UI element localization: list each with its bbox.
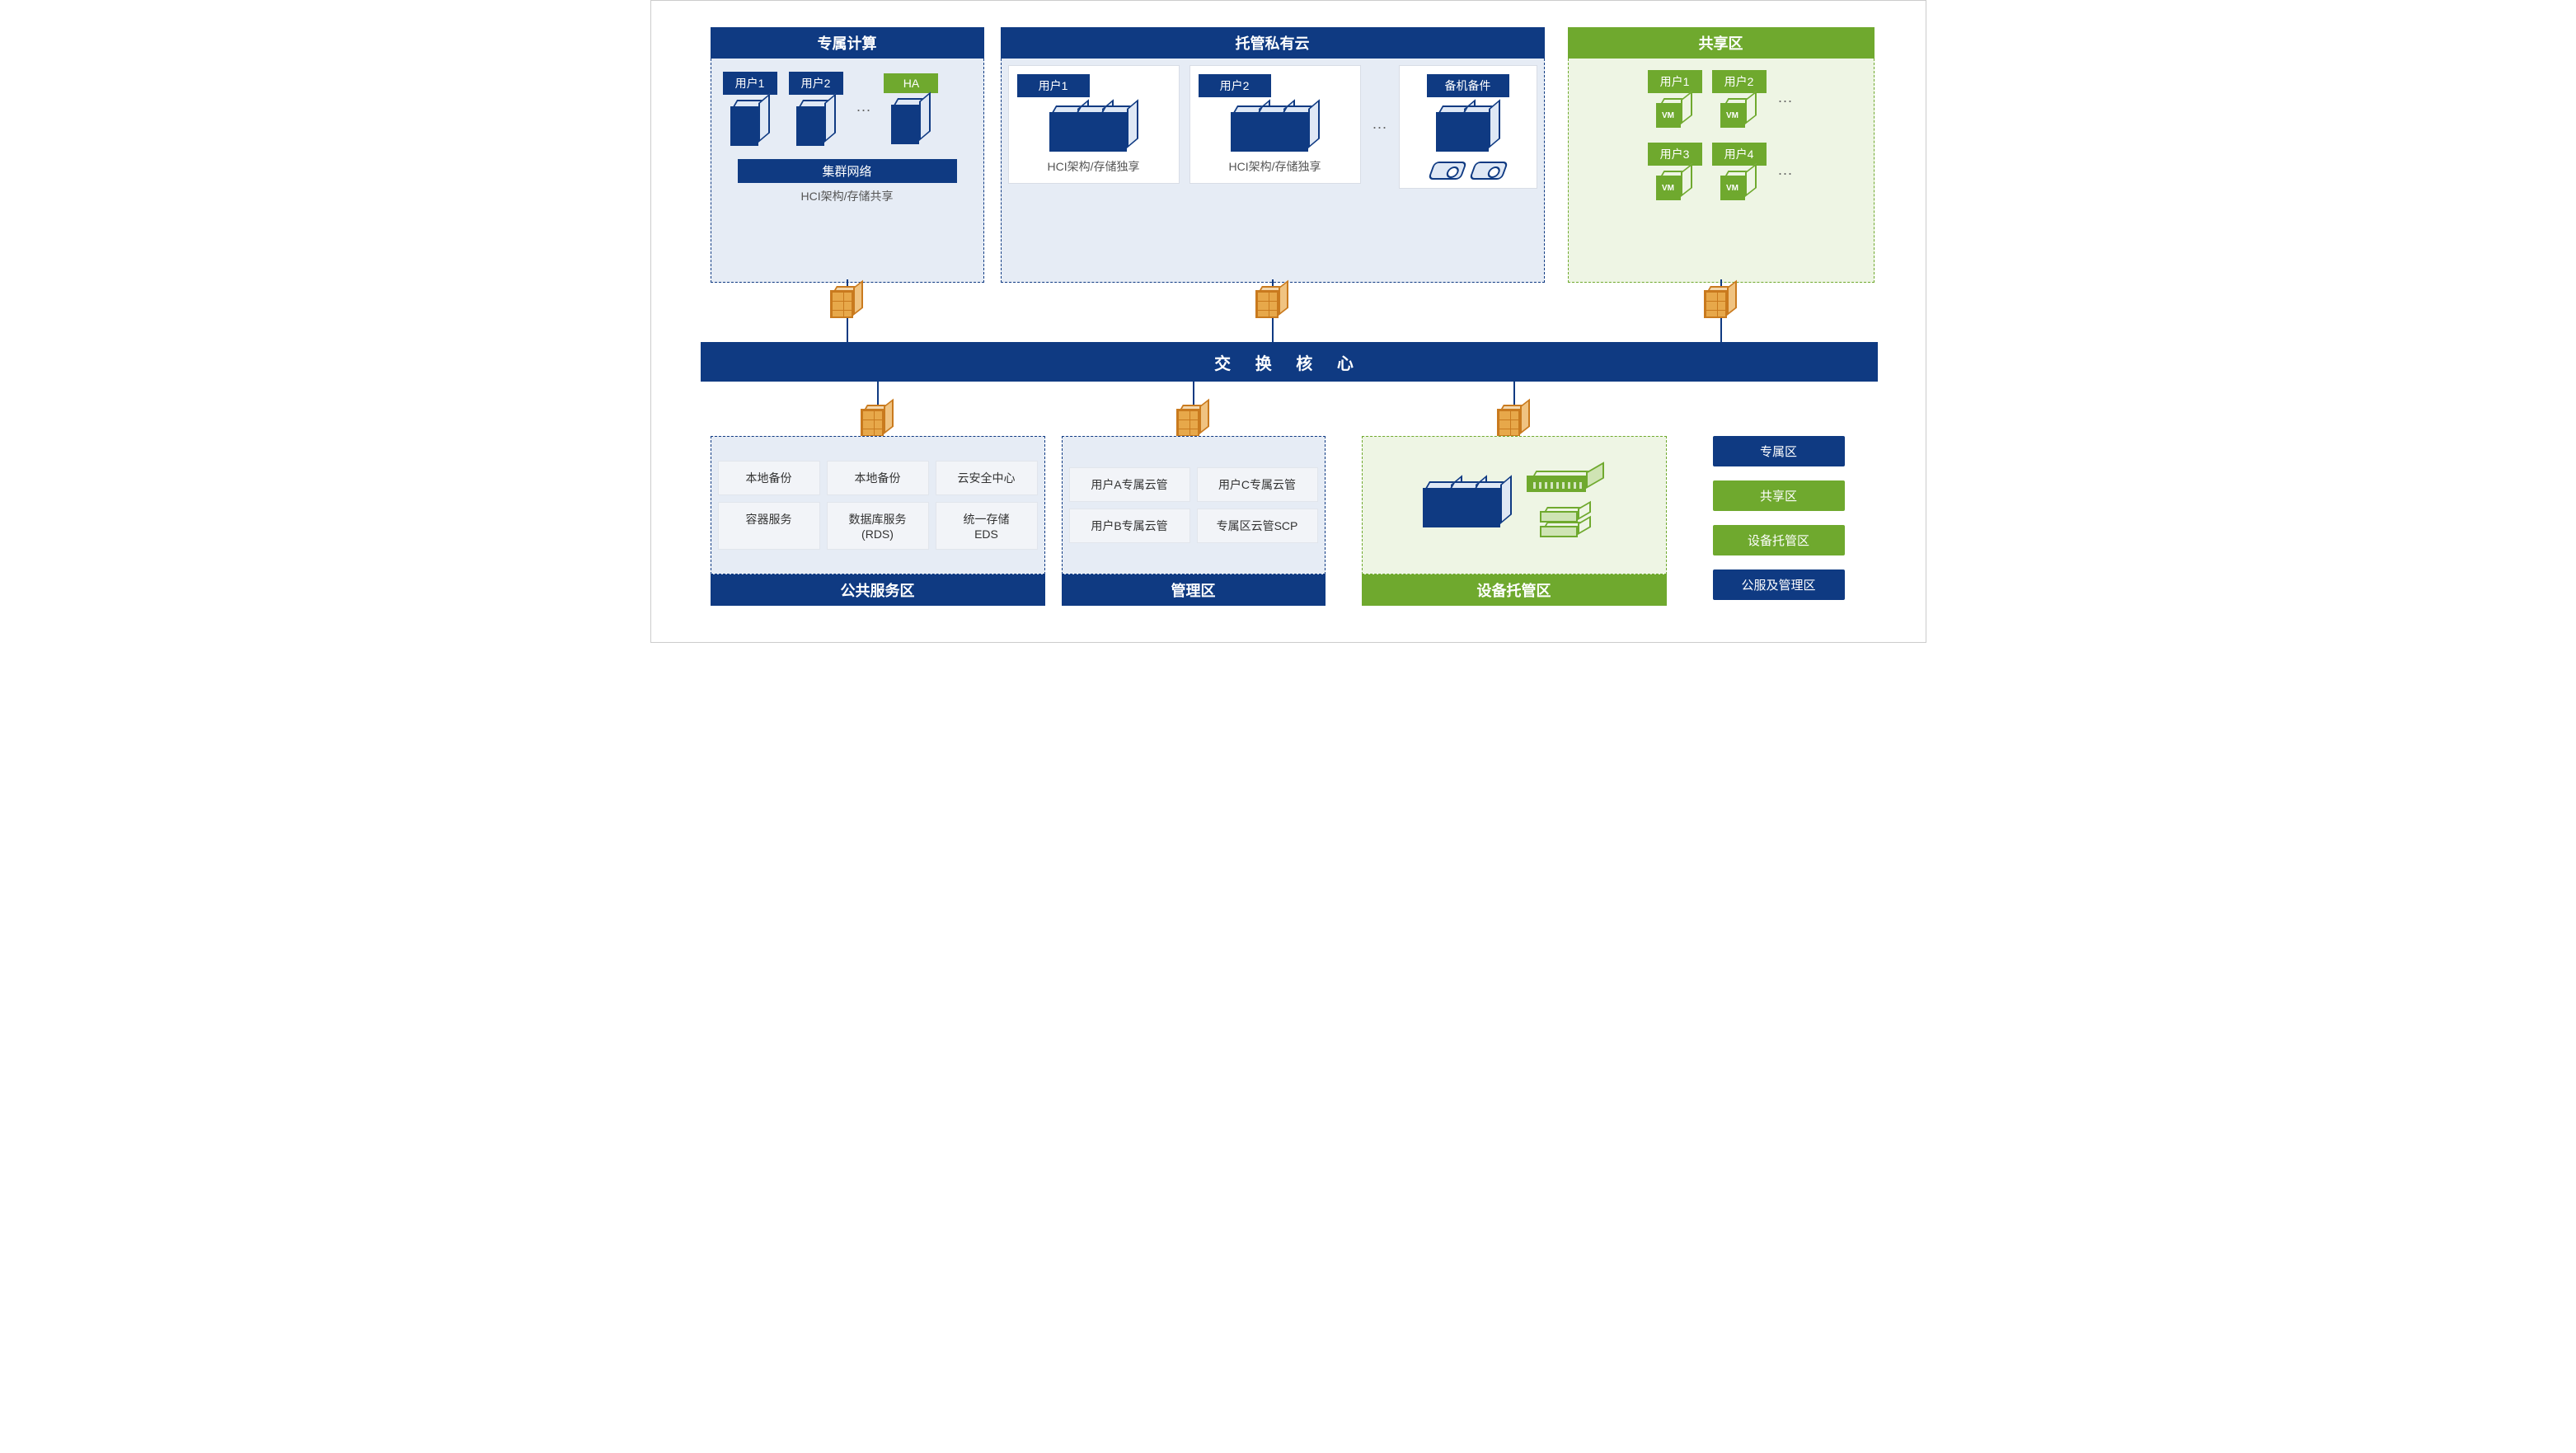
vm-icon: VM xyxy=(1720,171,1758,204)
vm-icon: VM xyxy=(1720,98,1758,131)
disk-icon xyxy=(1428,162,1467,180)
cluster-network-label: 集群网络 xyxy=(738,159,957,183)
ellipsis: ··· xyxy=(855,101,873,119)
zone-dedicated-compute: 专属计算 用户1 用户2 ··· HA 集群网络 HCI架构/存储 xyxy=(711,27,984,283)
switch-icon xyxy=(1527,471,1606,495)
vm-icon: VM xyxy=(1656,98,1694,131)
spare-parts: 备机备件 xyxy=(1399,65,1537,189)
dc-subtext: HCI架构/存储共享 xyxy=(738,183,957,204)
firewall-icon xyxy=(1255,286,1290,321)
diagram-canvas: 专属计算 用户1 用户2 ··· HA 集群网络 HCI架构/存储 xyxy=(650,0,1926,643)
server-icon xyxy=(1461,105,1500,153)
svc-cell: 本地备份 xyxy=(827,461,929,495)
mgmt-cell: 用户B专属云管 xyxy=(1069,509,1190,543)
firewall-icon xyxy=(830,286,865,321)
svc-cell: 云安全中心 xyxy=(936,461,1038,495)
zone-title: 设备托管区 xyxy=(1362,574,1667,606)
server-icon xyxy=(1472,481,1512,529)
firewall-icon xyxy=(1704,286,1738,321)
vm-icon: VM xyxy=(1656,171,1694,204)
zone-shared: 共享区 用户1 VM 用户2 VM ··· 用户3 VM 用户4 VM xyxy=(1568,27,1875,283)
svc-cell: 容器服务 xyxy=(718,502,820,550)
zone-title: 专属计算 xyxy=(711,27,984,59)
server-icon xyxy=(1280,105,1320,153)
tenant-2: 用户2 HCI架构/存储独享 xyxy=(1189,65,1361,184)
ellipsis: ··· xyxy=(1776,92,1795,110)
server-icon xyxy=(796,100,836,148)
vm-user4: 用户4 VM xyxy=(1712,143,1767,204)
zone-public-services: 本地备份 本地备份 云安全中心 容器服务 数据库服务 (RDS) 统一存储 ED… xyxy=(711,436,1045,606)
legend-item: 专属区 xyxy=(1713,436,1845,466)
disk-icon xyxy=(1469,162,1509,180)
server-icon xyxy=(1099,105,1138,153)
dc-ha: HA xyxy=(884,73,938,146)
zone-title: 管理区 xyxy=(1062,574,1326,606)
legend-item: 公服及管理区 xyxy=(1713,569,1845,600)
exchange-core-bar: 交 换 核 心 xyxy=(701,342,1878,382)
zone-title: 共享区 xyxy=(1568,27,1875,59)
svc-cell: 统一存储 EDS xyxy=(936,502,1038,550)
mgmt-cell: 用户A专属云管 xyxy=(1069,467,1190,502)
ellipsis: ··· xyxy=(1776,165,1795,182)
firewall-icon xyxy=(1497,405,1532,439)
dc-user1: 用户1 xyxy=(723,72,777,148)
zone-managed-private-cloud: 托管私有云 用户1 HCI架构/存储独享 用户2 xyxy=(1001,27,1545,283)
vm-user1: 用户1 VM xyxy=(1648,70,1702,131)
zone-colocation: 设备托管区 xyxy=(1362,436,1667,606)
legend-item: 共享区 xyxy=(1713,480,1845,511)
vm-user2: 用户2 VM xyxy=(1712,70,1767,131)
legend-item: 设备托管区 xyxy=(1713,525,1845,555)
zone-management: 用户A专属云管 用户C专属云管 用户B专属云管 专属区云管SCP 管理区 xyxy=(1062,436,1326,606)
mgmt-cell: 专属区云管SCP xyxy=(1197,509,1318,543)
ellipsis: ··· xyxy=(1371,119,1389,136)
dc-user2: 用户2 xyxy=(789,72,843,148)
tenant-1: 用户1 HCI架构/存储独享 xyxy=(1008,65,1180,184)
rack-icon xyxy=(1540,522,1593,540)
zone-title: 托管私有云 xyxy=(1001,27,1545,59)
server-icon xyxy=(730,100,770,148)
svc-cell: 数据库服务 (RDS) xyxy=(827,502,929,550)
svc-cell: 本地备份 xyxy=(718,461,820,495)
firewall-icon xyxy=(861,405,895,439)
server-icon xyxy=(891,98,931,146)
vm-user3: 用户3 VM xyxy=(1648,143,1702,204)
firewall-icon xyxy=(1176,405,1211,439)
zone-title: 公共服务区 xyxy=(711,574,1045,606)
mgmt-cell: 用户C专属云管 xyxy=(1197,467,1318,502)
